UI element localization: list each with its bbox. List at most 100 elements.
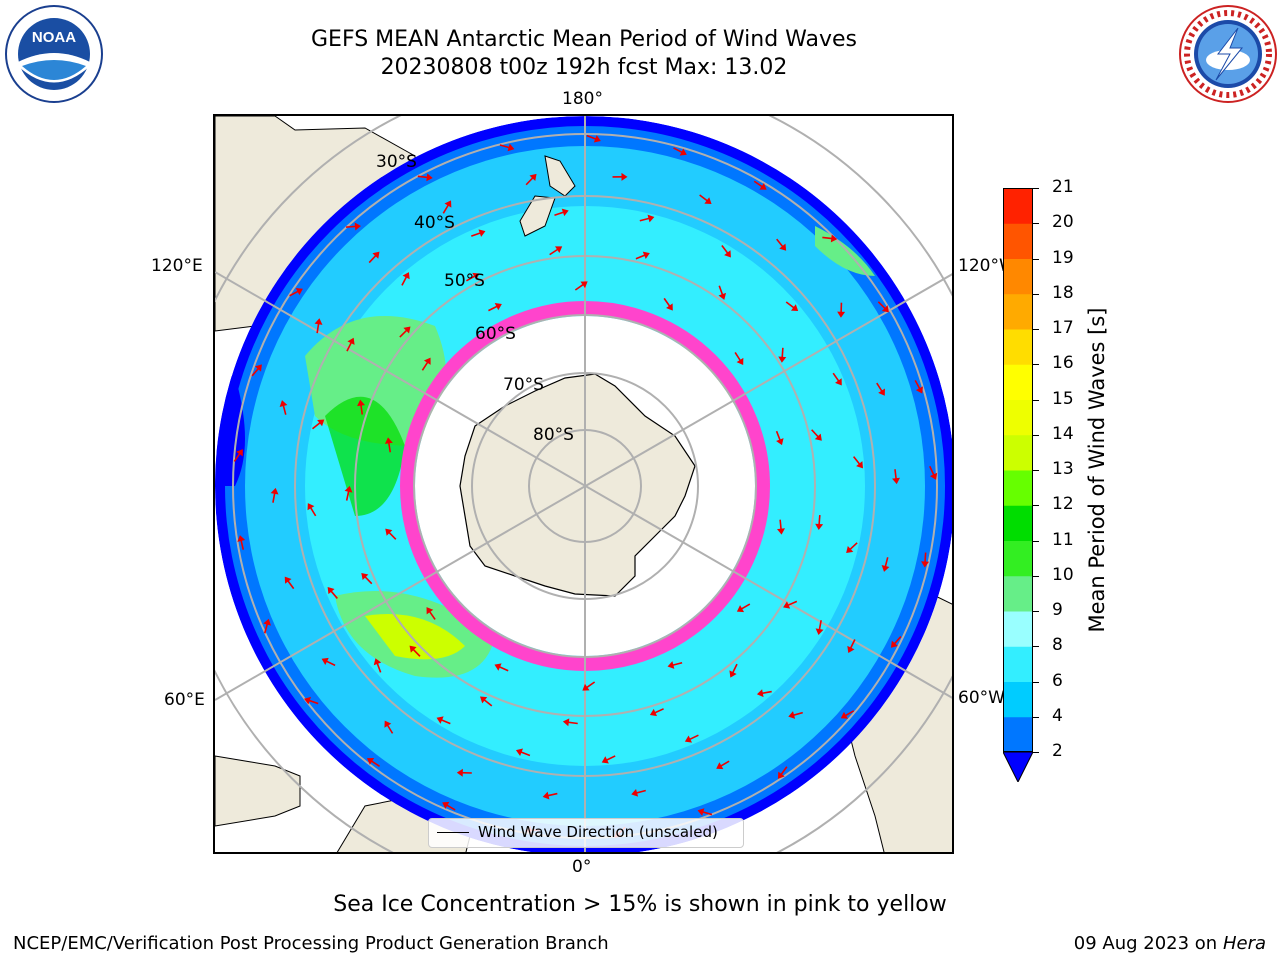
antarctica — [459, 373, 696, 597]
wind-wave-arrow — [721, 245, 731, 258]
lon-label-120w: 120°W — [958, 256, 1016, 276]
colorbar-band — [1003, 716, 1033, 753]
colorbar-band — [1003, 293, 1033, 330]
wind-wave-arrow — [373, 658, 382, 673]
wind-wave-arrow — [881, 557, 890, 572]
wind-wave-arrow — [815, 620, 824, 635]
colorbar-tick-label: 11 — [1052, 529, 1074, 550]
lat-label-50s: 50°S — [444, 271, 485, 291]
colorbar-tick-mark — [1033, 258, 1039, 260]
wind-wave-arrow — [289, 288, 303, 297]
colorbar-tick-mark — [1033, 470, 1039, 471]
colorbar-tick-mark — [1033, 434, 1039, 436]
colorbar-band — [1003, 470, 1033, 506]
wind-wave-arrow — [442, 200, 452, 214]
colorbar-tick-label: 9 — [1052, 600, 1063, 620]
wind-wave-arrow — [631, 788, 646, 797]
chart-title: GEFS MEAN Antarctic Mean Period of Wind … — [311, 27, 857, 52]
colorbar-tick-mark — [1033, 646, 1039, 648]
wind-wave-arrow — [684, 734, 699, 743]
wind-wave-arrow — [697, 808, 713, 816]
colorbar-extend-arrow — [1003, 751, 1033, 782]
lat-label-30s: 30°S — [376, 152, 417, 172]
wind-wave-arrow — [542, 791, 558, 800]
colorbar-tick-label: 8 — [1052, 635, 1063, 656]
colorbar-tick-label: 12 — [1052, 494, 1074, 515]
wind-wave-arrow — [344, 485, 353, 501]
wind-wave-arrow — [635, 251, 650, 260]
wind-wave-arrow — [777, 519, 785, 535]
credit-host: Hera — [1222, 933, 1266, 954]
wind-wave-arrow — [699, 194, 712, 205]
wind-wave-arrow — [409, 645, 421, 657]
colorbar-tick-label: 21 — [1052, 177, 1074, 197]
wind-wave-arrow — [756, 689, 772, 698]
colorbar-tick-mark — [1033, 611, 1039, 612]
wind-wave-arrow — [466, 272, 480, 282]
wind-wave-arrow — [877, 301, 889, 313]
colorbar-tick-label: 10 — [1052, 564, 1074, 585]
wind-wave-arrow — [822, 234, 838, 243]
colorbar-tick-mark — [1033, 505, 1039, 507]
polar-map — [213, 114, 954, 854]
colorbar-band — [1003, 540, 1033, 577]
wind-wave-arrow — [549, 246, 563, 256]
colorbar-band — [1003, 681, 1033, 718]
wind-wave-arrow — [436, 716, 451, 725]
wind-wave-arrow — [673, 147, 687, 156]
colorbar-tick-label: 6 — [1052, 670, 1063, 691]
wind-wave-arrow — [346, 337, 355, 352]
legend-label: Wind Wave Direction (unscaled) — [478, 823, 718, 841]
wind-wave-arrow — [776, 238, 787, 251]
credit-date: 09 Aug 2023 on — [1073, 933, 1218, 954]
colorbar-band — [1003, 223, 1033, 259]
colorbar-tick-label: 19 — [1052, 247, 1074, 268]
colorbar-tick-mark — [1033, 329, 1039, 330]
wind-wave-arrow — [892, 469, 901, 485]
wind-wave-arrow — [753, 180, 767, 190]
wind-wave-arrow — [314, 318, 323, 334]
wind-wave-arrow — [914, 379, 923, 394]
wind-wave-arrow — [729, 663, 738, 678]
colorbar-tick-mark — [1033, 293, 1039, 295]
colorbar-tick-label: 16 — [1052, 353, 1074, 374]
credit-left: NCEP/EMC/Verification Post Processing Pr… — [13, 933, 609, 954]
wind-wave-arrow — [488, 303, 502, 312]
colorbar-band — [1003, 364, 1033, 400]
wind-wave-arrow — [421, 357, 431, 371]
wind-wave-arrow — [667, 661, 683, 669]
colorbar-tick-label: 20 — [1052, 212, 1074, 233]
wind-wave-arrow — [525, 173, 537, 186]
wind-wave-arrow — [832, 372, 842, 386]
wind-wave-arrows — [233, 134, 938, 838]
wind-wave-arrow — [734, 351, 744, 366]
wind-wave-arrow — [775, 430, 784, 446]
colorbar-band — [1003, 505, 1033, 541]
noaa-logo: NOAA — [5, 5, 103, 103]
colorbar-tick-label: 13 — [1052, 459, 1074, 479]
wind-wave-arrow — [494, 663, 509, 672]
wind-wave-arrow — [847, 639, 856, 653]
sea-ice-note: Sea Ice Concentration > 15% is shown in … — [333, 892, 947, 917]
lat-label-40s: 40°S — [414, 213, 455, 233]
lat-label-60s: 60°S — [475, 324, 516, 344]
wind-wave-arrow — [736, 603, 751, 613]
wind-wave-arrow — [582, 681, 596, 691]
wind-wave-arrow — [399, 326, 411, 338]
colorbar-tick-label: 15 — [1052, 388, 1074, 409]
colorbar-label: Mean Period of Wind Waves [s] — [1085, 307, 1109, 633]
wind-wave-arrow — [788, 711, 803, 719]
colorbar-tick-mark — [1033, 716, 1039, 718]
lon-label-0: 0° — [572, 857, 592, 877]
wind-wave-arrow — [515, 748, 531, 757]
wind-wave-arrow — [663, 297, 673, 311]
wind-wave-arrow — [357, 399, 365, 415]
colorbar-tick-mark — [1033, 540, 1039, 542]
colorbar-band — [1003, 646, 1033, 682]
wind-wave-arrow — [385, 528, 397, 540]
wind-wave-arrow — [345, 222, 361, 231]
map-legend: Wind Wave Direction (unscaled) — [428, 818, 744, 848]
wind-wave-arrow — [586, 134, 601, 143]
wind-wave-arrow — [562, 718, 578, 727]
colorbar-band — [1003, 399, 1033, 436]
